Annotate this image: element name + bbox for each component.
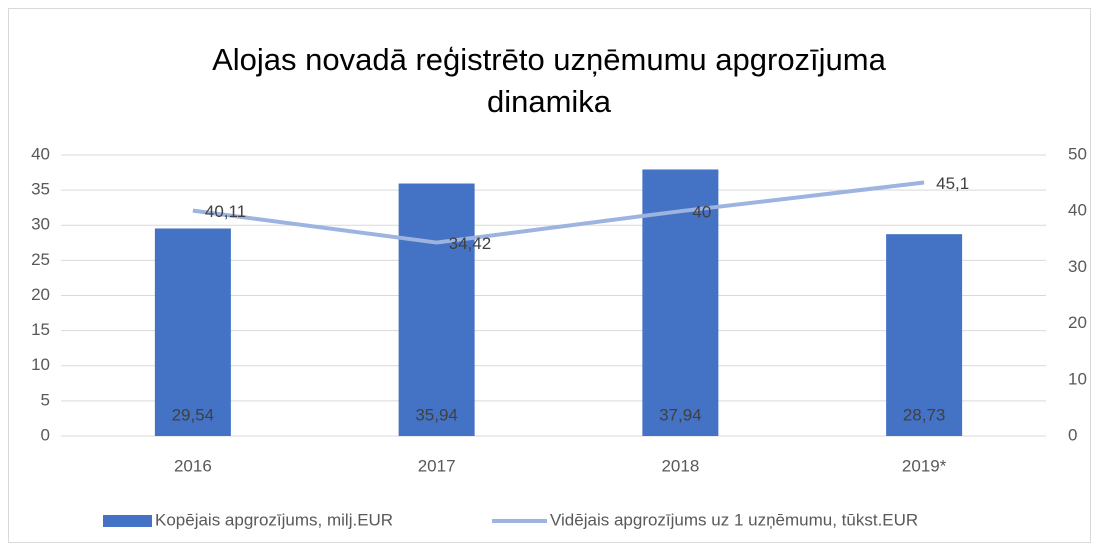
- y-tick-label: 5: [41, 390, 50, 409]
- y-tick-label: 35: [31, 180, 50, 199]
- y2-tick-label: 0: [1068, 425, 1077, 444]
- x-tick-label: 2019*: [902, 456, 947, 475]
- data-label: 40,11: [205, 202, 246, 221]
- data-label: 29,54: [172, 405, 215, 424]
- data-label: 34,42: [449, 234, 492, 253]
- data-label: 40: [692, 203, 711, 222]
- data-label: 28,73: [903, 405, 946, 424]
- y-tick-label: 25: [31, 250, 50, 269]
- data-label: 45,1: [936, 174, 969, 193]
- legend-label: Kopējais apgrozījums, milj.EUR: [155, 510, 393, 529]
- y-tick-label: 15: [31, 320, 50, 339]
- chart-title: dinamika: [487, 84, 612, 119]
- y-tick-label: 30: [31, 215, 50, 234]
- chart-title: Alojas novadā reģistrēto uzņēmumu apgroz…: [212, 42, 887, 77]
- x-tick-label: 2016: [174, 456, 212, 475]
- legend-label: Vidējais apgrozījums uz 1 uzņēmumu, tūks…: [550, 510, 918, 529]
- y2-tick-label: 40: [1068, 201, 1087, 220]
- y2-tick-label: 10: [1068, 369, 1087, 388]
- legend-swatch: [103, 515, 152, 527]
- y-tick-label: 0: [41, 425, 50, 444]
- data-label: 35,94: [415, 405, 458, 424]
- bar: [154, 228, 231, 436]
- y2-tick-label: 30: [1068, 257, 1087, 276]
- y2-tick-label: 50: [1068, 144, 1087, 163]
- bar: [398, 183, 475, 436]
- x-tick-label: 2017: [418, 456, 456, 475]
- bar: [886, 234, 963, 436]
- y-tick-label: 10: [31, 355, 50, 374]
- y2-tick-label: 20: [1068, 313, 1087, 332]
- x-tick-label: 2018: [661, 456, 699, 475]
- data-label: 37,94: [659, 405, 702, 424]
- line: [192, 180, 925, 245]
- y-tick-label: 20: [31, 285, 50, 304]
- y-tick-label: 40: [31, 144, 50, 163]
